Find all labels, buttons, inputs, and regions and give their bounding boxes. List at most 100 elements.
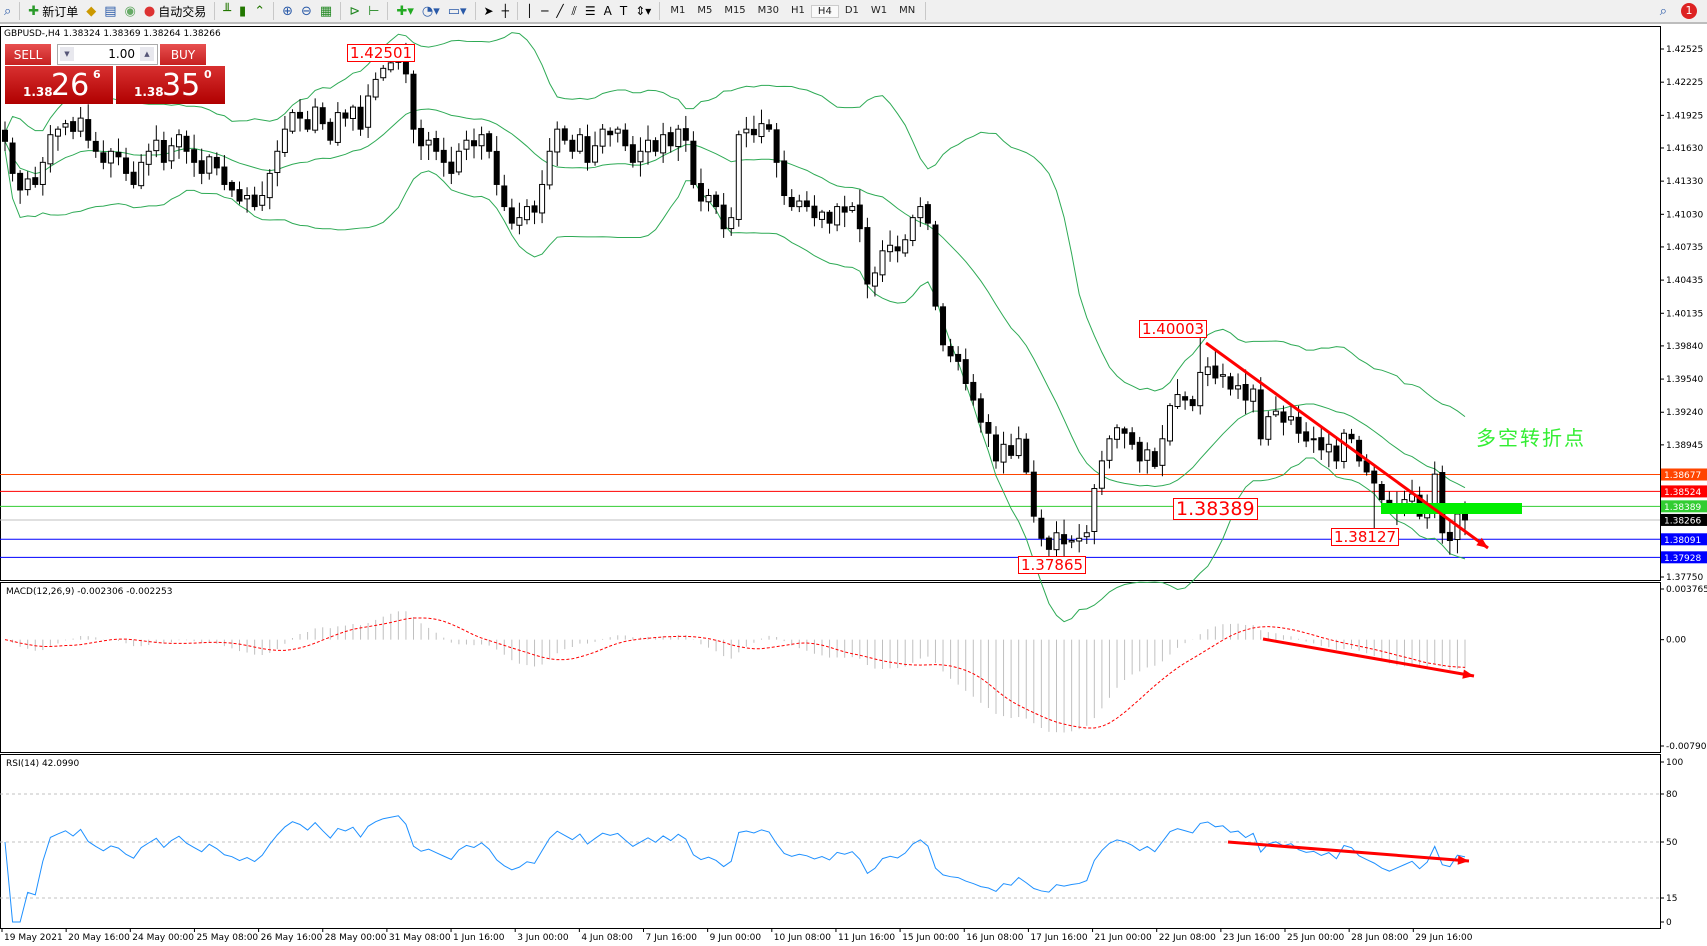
timeframe-m30[interactable]: M30 <box>757 4 780 16</box>
price-tick-label: 1.40135 <box>1666 309 1703 319</box>
bearish-candle <box>32 177 39 185</box>
arrows-icon: ⇕▾ <box>635 4 652 18</box>
trendline-button[interactable]: ╱ <box>552 1 567 21</box>
arrows-button[interactable]: ⇕▾ <box>631 1 655 21</box>
zoom-in-button[interactable]: ⊕ <box>278 1 297 21</box>
timeframe-m5[interactable]: M5 <box>697 4 713 16</box>
time-label: 10 Jun 08:00 <box>774 933 831 943</box>
periods-button[interactable]: ◔▾ <box>418 1 444 21</box>
bullish-candle <box>743 128 750 134</box>
indicators-button[interactable]: ✚▾ <box>392 1 417 21</box>
new-order-button[interactable]: ✚ 新订单 <box>24 1 82 21</box>
line-chart-button[interactable]: ⌃ <box>250 1 269 21</box>
templates-button[interactable]: ▭▾ <box>444 1 471 21</box>
bearish-candle <box>781 160 788 197</box>
rsi-tick-label: 100 <box>1666 758 1683 768</box>
bullish-candle <box>1106 438 1113 461</box>
bullish-candle <box>1197 371 1204 407</box>
bullish-candle <box>675 128 682 148</box>
notification-badge[interactable]: 1 <box>1681 3 1697 19</box>
sell-button[interactable]: SELL <box>5 44 51 65</box>
bullish-candle <box>592 145 599 163</box>
crosshair-button[interactable]: ┼ <box>498 1 513 21</box>
separator <box>19 2 21 20</box>
time-label: 7 Jun 16:00 <box>646 933 698 943</box>
price-label-swing-high[interactable]: 1.40003 <box>1139 320 1208 338</box>
bullish-candle <box>660 134 667 154</box>
price-label-swing-low[interactable]: 1.38127 <box>1331 528 1400 546</box>
price-label-high[interactable]: 1.42501 <box>347 44 416 62</box>
signals-button[interactable]: ◉ <box>121 1 140 21</box>
bullish-candle <box>1219 374 1226 377</box>
auto-trading-button[interactable]: ● 自动交易 <box>140 1 210 21</box>
bar-chart-button[interactable]: ╨ <box>219 1 235 21</box>
gold-icon: ◆ <box>86 3 97 19</box>
level-price-label: 1.38677 <box>1664 471 1701 481</box>
bearish-candle <box>130 171 137 185</box>
bullish-candle <box>909 217 916 242</box>
horizontal-line-button[interactable]: ─ <box>537 1 552 21</box>
bullish-candle <box>728 217 735 230</box>
bullish-candle <box>153 139 160 152</box>
channel-button[interactable]: ⫽ <box>568 1 581 21</box>
search-icon[interactable]: ⌕ <box>1659 3 1667 19</box>
bearish-candle <box>1333 445 1340 462</box>
bearish-candle <box>448 161 455 174</box>
trendline-icon: ╱ <box>556 4 564 18</box>
chart-shift-button[interactable]: ⊢ <box>364 1 383 21</box>
trend-arrow-rsi-head <box>1457 855 1469 865</box>
lot-size-input[interactable]: 1.00 <box>57 44 158 65</box>
bullish-candle <box>1166 405 1173 442</box>
data-window-button[interactable]: ▤ <box>100 1 120 21</box>
buy-price[interactable]: 1.38 35 0 <box>116 66 225 104</box>
bearish-candle <box>561 128 568 141</box>
tile-windows-button[interactable]: ▦ <box>316 1 336 21</box>
level-price-label: 1.37928 <box>1664 554 1701 564</box>
bullish-candle <box>334 112 341 143</box>
bullish-candle <box>1340 432 1347 462</box>
buy-button[interactable]: BUY <box>160 44 206 65</box>
buy-price-point: 0 <box>204 68 212 81</box>
level-price-tag <box>1661 468 1707 481</box>
bullish-candle <box>796 200 803 208</box>
rsi-tick-label: 0 <box>1666 918 1672 928</box>
bearish-candle <box>977 398 984 423</box>
text-label-button[interactable]: T <box>616 1 631 21</box>
price-label-level[interactable]: 1.38389 <box>1173 498 1258 520</box>
timeframe-h1[interactable]: H1 <box>791 4 805 16</box>
price-label-low[interactable]: 1.37865 <box>1018 556 1087 574</box>
autoscroll-button[interactable]: ⊳ <box>345 1 364 21</box>
timeframe-d1[interactable]: D1 <box>844 4 859 16</box>
lot-decrease-button[interactable]: ▼ <box>60 47 74 61</box>
sell-price[interactable]: 1.38 26 6 <box>5 66 113 104</box>
fibonacci-button[interactable]: ☰ <box>581 1 600 21</box>
horizontal-line-icon: ─ <box>541 4 549 18</box>
bearish-candle <box>115 151 122 158</box>
price-chart[interactable]: 1.42525 1.42225 1.41925 1.41630 1.41330 1.410… <box>0 26 1707 946</box>
cursor-button[interactable]: ➤ <box>480 1 498 21</box>
market-watch-button[interactable]: ◆ <box>82 1 100 21</box>
timeframe-mn[interactable]: MN <box>899 4 916 16</box>
bearish-candle <box>652 140 659 152</box>
macd-tick-label: 0.00 <box>1666 636 1686 646</box>
bearish-candle <box>690 140 697 185</box>
bullish-candle <box>576 134 583 152</box>
timeframe-m1[interactable]: M1 <box>670 4 686 16</box>
bearish-candle <box>100 152 107 163</box>
bearish-candle <box>191 149 198 163</box>
sell-price-point: 6 <box>93 68 101 81</box>
lot-increase-button[interactable]: ▲ <box>140 47 154 61</box>
turning-point-text[interactable]: 多空转折点 <box>1476 426 1586 450</box>
bullish-candle <box>289 112 296 132</box>
text-button[interactable]: A <box>600 1 616 21</box>
timeframe-m15[interactable]: M15 <box>724 4 746 16</box>
price-tick-label: 1.39540 <box>1666 375 1703 385</box>
bullish-candle <box>1091 488 1098 532</box>
zoom-out-button[interactable]: ⊖ <box>297 1 316 21</box>
vertical-line-button[interactable]: │ <box>522 1 537 21</box>
timeframe-w1[interactable]: W1 <box>870 4 888 16</box>
bullish-candle <box>1174 394 1181 408</box>
candle-chart-button[interactable]: ▮ <box>235 1 250 21</box>
timeframe-h4[interactable]: H4 <box>810 4 839 18</box>
zoom-button[interactable]: ⌕ <box>0 1 15 21</box>
